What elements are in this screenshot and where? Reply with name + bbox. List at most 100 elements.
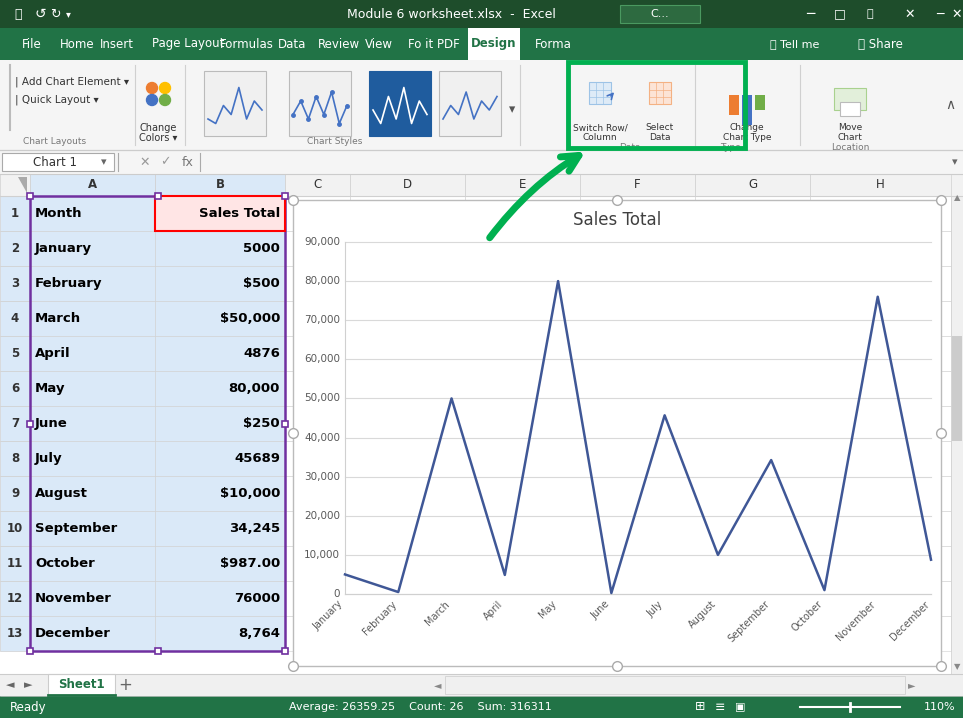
Text: B: B [216,179,224,192]
Bar [285,301,350,336]
Text: D: D [403,179,412,192]
Bar [30,196,285,651]
Text: 3: 3 [11,277,19,290]
Bar [0,0,963,28]
Text: Formulas: Formulas [220,37,273,50]
Text: September: September [726,599,771,644]
Bar [810,441,951,476]
Bar [695,336,810,371]
Bar [30,511,155,546]
Text: E: E [519,179,526,192]
Bar [742,95,752,125]
Bar [350,231,465,266]
Text: F: F [635,179,640,192]
Text: $250: $250 [244,417,280,430]
Text: 8,764: 8,764 [238,627,280,640]
Bar [810,476,951,511]
Text: March: March [424,599,452,628]
Text: April: April [482,599,505,622]
Bar [285,174,350,196]
Bar [695,616,810,651]
Bar [810,336,951,371]
Text: ►: ► [24,680,32,690]
Bar [695,546,810,581]
Bar [155,174,285,196]
Bar [0,696,963,718]
Bar [0,546,30,581]
Bar [695,476,810,511]
Text: Data: Data [278,37,306,50]
Text: October: October [35,557,94,570]
Bar [30,546,155,581]
Bar [155,511,285,546]
Bar [350,196,465,231]
Text: Colors ▾: Colors ▾ [139,133,177,143]
Text: July: July [35,452,63,465]
Bar [580,406,695,441]
Text: 11: 11 [7,557,23,570]
Bar [465,371,580,406]
Text: 60,000: 60,000 [304,355,340,364]
Bar [30,371,155,406]
Bar [155,546,285,581]
Bar [810,266,951,301]
Bar [465,406,580,441]
Bar [729,95,739,115]
Bar [285,441,350,476]
Bar [439,71,501,136]
Text: 0: 0 [333,589,340,599]
Text: Chart Type: Chart Type [723,134,771,142]
Bar [580,441,695,476]
Bar [695,581,810,616]
Bar [285,371,350,406]
Text: 50,000: 50,000 [304,393,340,404]
Text: 45689: 45689 [234,452,280,465]
Bar [155,196,285,231]
Text: ─: ─ [936,7,944,21]
Text: View: View [365,37,393,50]
Bar [285,581,350,616]
Text: 80,000: 80,000 [304,276,340,286]
Text: fx: fx [182,156,194,169]
Bar [810,371,951,406]
Bar [810,231,951,266]
Text: May: May [35,382,65,395]
Text: Module 6 worksheet.xlsx  -  Excel: Module 6 worksheet.xlsx - Excel [347,7,556,21]
Bar [155,301,285,336]
Bar [468,28,520,60]
Text: 12: 12 [7,592,23,605]
Text: +: + [118,676,132,694]
Text: ⊞: ⊞ [694,701,705,714]
Bar [695,266,810,301]
Bar [155,616,285,651]
Bar [155,231,285,266]
Text: June: June [35,417,67,430]
Bar [695,441,810,476]
Text: Sheet1: Sheet1 [58,678,105,691]
Bar [30,174,155,196]
Bar [465,441,580,476]
Text: Location: Location [831,142,870,151]
Text: C...: C... [651,9,669,19]
Bar [695,406,810,441]
Bar [30,476,155,511]
Bar [0,174,30,196]
Text: 13: 13 [7,627,23,640]
Bar [810,301,951,336]
Bar [810,511,951,546]
Bar [580,301,695,336]
Text: 5: 5 [11,347,19,360]
Text: ◄: ◄ [434,680,442,690]
Text: January: January [35,242,92,255]
Text: ▲: ▲ [953,193,960,202]
Bar [350,371,465,406]
Text: 20,000: 20,000 [304,510,340,521]
Bar [30,301,155,336]
Bar [0,196,963,674]
Bar [155,266,285,301]
Text: File: File [22,37,41,50]
Bar [580,616,695,651]
Text: Data: Data [619,142,640,151]
Bar [204,71,266,136]
Text: 7: 7 [11,417,19,430]
